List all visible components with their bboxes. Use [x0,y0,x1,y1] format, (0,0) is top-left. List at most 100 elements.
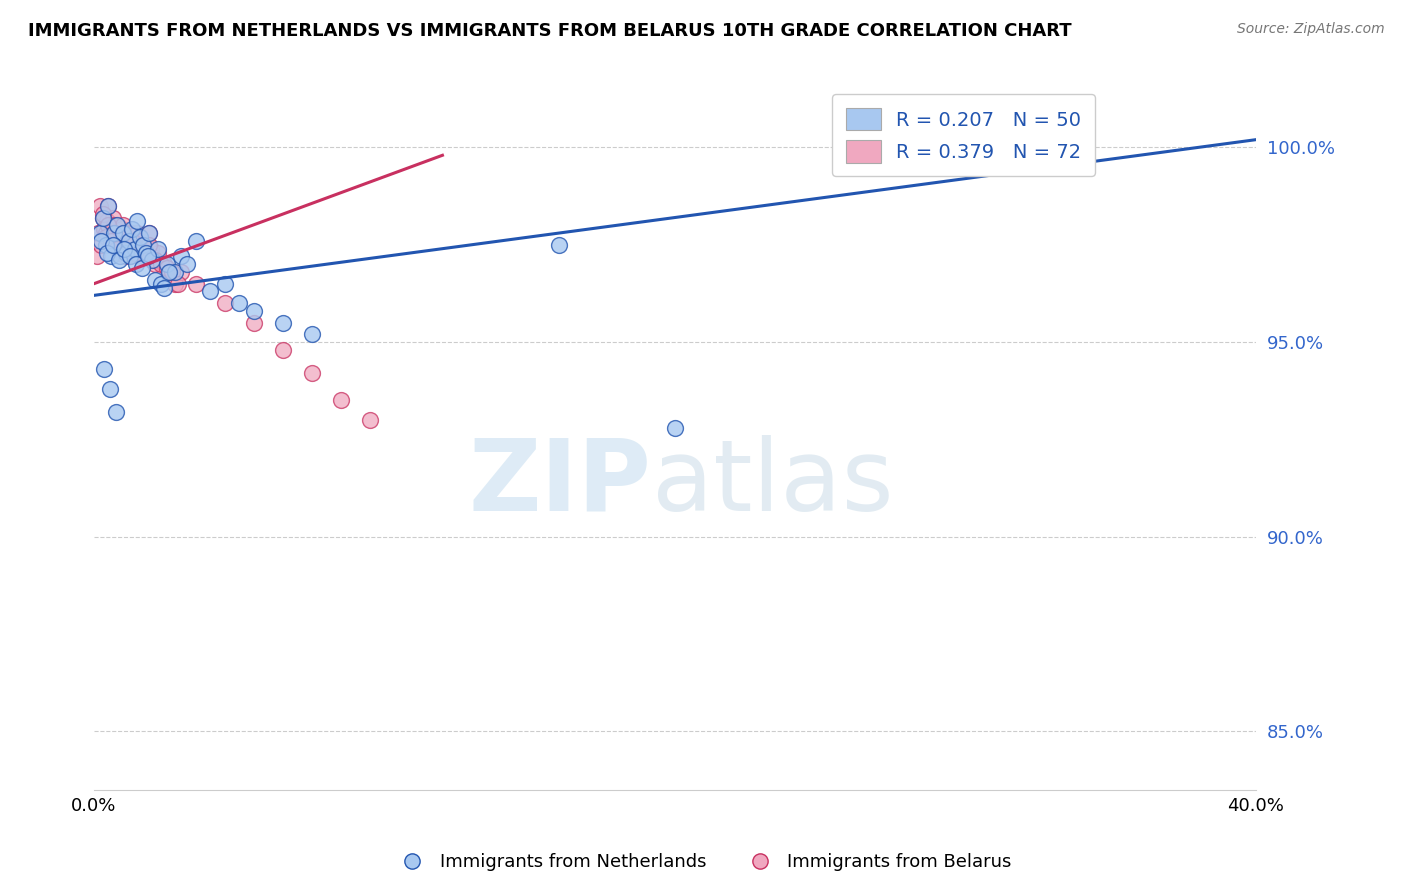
Point [155,257,177,271]
Point [146,242,169,256]
Point [94,226,117,240]
Point [103,226,125,240]
Point [124,242,146,256]
Point [135,245,157,260]
Text: ZIP: ZIP [468,435,651,532]
Point [101,211,124,225]
Point [146,245,169,260]
Point [107,253,129,268]
Text: IMMIGRANTS FROM NETHERLANDS VS IMMIGRANTS FROM BELARUS 10TH GRADE CORRELATION CH: IMMIGRANTS FROM NETHERLANDS VS IMMIGRANT… [28,22,1071,40]
Point [141,250,163,264]
Point [131,261,153,276]
Point [1070,121,1092,136]
Point [165,265,187,279]
Point [91,211,114,225]
Text: Source: ZipAtlas.com: Source: ZipAtlas.com [1237,22,1385,37]
Point [91,211,114,225]
Point [112,234,135,248]
Point [228,296,250,310]
Point [94,230,117,244]
Point [110,222,132,236]
Point [132,245,155,260]
Point [93,222,115,236]
Legend: R = 0.207   N = 50, R = 0.379   N = 72: R = 0.207 N = 50, R = 0.379 N = 72 [832,95,1095,176]
Point [127,226,149,240]
Point [242,304,264,318]
Point [271,343,294,357]
Point [108,237,131,252]
Point [125,234,148,248]
Point [104,405,127,419]
Point [125,257,148,271]
Point [143,253,166,268]
Point [141,253,163,268]
Point [90,234,112,248]
Point [89,226,111,240]
Point [118,237,141,252]
Point [152,280,174,294]
Point [242,316,264,330]
Point [120,250,142,264]
Point [97,199,120,213]
Point [97,219,120,233]
Text: atlas: atlas [651,435,893,532]
Point [149,277,172,291]
Point [121,222,143,236]
Point [91,207,114,221]
Point [105,242,128,256]
Point [165,277,187,291]
Point [132,237,155,252]
Point [136,250,159,264]
Point [162,265,184,279]
Point [301,366,323,380]
Point [167,277,190,291]
Point [100,237,122,252]
Point [159,265,181,279]
Point [111,226,134,240]
Point [118,237,141,252]
Point [105,226,128,240]
Point [159,265,181,279]
Point [214,277,236,291]
Point [103,226,125,240]
Point [107,245,129,260]
Point [138,226,160,240]
Point [118,234,141,248]
Point [139,242,162,256]
Point [329,393,352,408]
Point [138,237,160,252]
Point [170,250,193,264]
Point [108,250,131,264]
Point [271,316,294,330]
Point [96,214,118,228]
Point [547,237,569,252]
Point [103,219,125,233]
Legend: Immigrants from Netherlands, Immigrants from Belarus: Immigrants from Netherlands, Immigrants … [387,847,1019,879]
Point [89,199,111,213]
Point [115,245,138,260]
Point [98,382,121,396]
Point [134,245,156,260]
Point [100,234,122,248]
Point [176,257,198,271]
Point [93,362,115,376]
Point [143,257,166,271]
Point [117,226,139,240]
Point [132,237,155,252]
Point [108,237,131,252]
Point [138,226,160,240]
Point [112,242,135,256]
Point [120,250,142,264]
Point [101,237,124,252]
Point [664,420,686,434]
Point [100,250,122,264]
Point [170,265,193,279]
Point [149,257,172,271]
Point [87,226,110,240]
Point [129,234,152,248]
Point [96,245,118,260]
Point [128,242,150,256]
Point [127,214,149,228]
Point [111,226,134,240]
Point [115,250,138,264]
